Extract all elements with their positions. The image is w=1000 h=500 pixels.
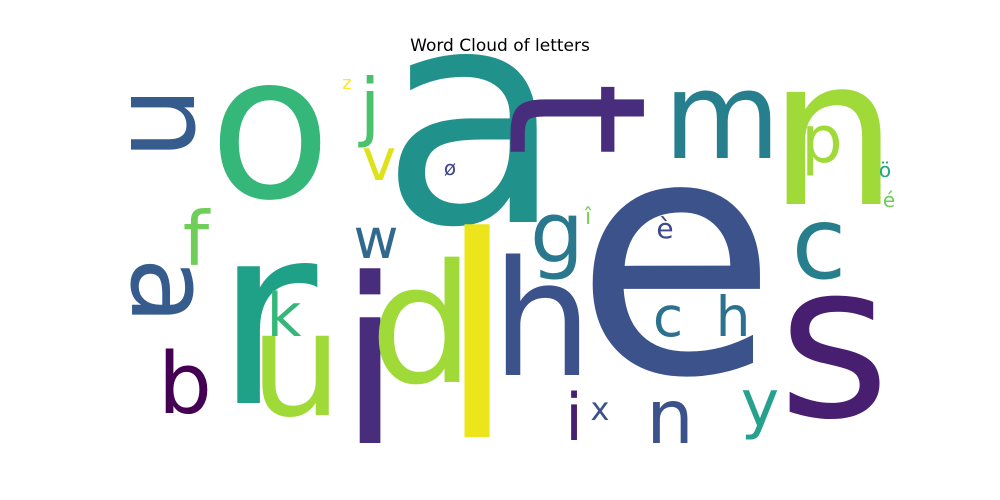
- word-35: é: [883, 188, 895, 212]
- word-7: s: [778, 216, 890, 467]
- chart-title: Word Cloud of letters: [410, 36, 590, 56]
- word-18: g: [530, 184, 584, 283]
- word-24: k: [267, 281, 302, 351]
- word-31: è: [656, 212, 673, 245]
- word-20: p: [801, 103, 842, 178]
- word-10: d: [370, 229, 475, 421]
- word-11: h: [491, 226, 592, 413]
- word-29: i: [565, 381, 583, 456]
- word-4: r: [215, 171, 318, 462]
- word-17: b: [158, 335, 212, 434]
- word-1: a: [380, 0, 564, 293]
- word-16: c: [792, 185, 847, 302]
- word-8: n: [768, 15, 898, 253]
- word-23: w: [354, 207, 399, 271]
- word-6: i: [338, 231, 402, 498]
- word-5: o: [209, 12, 331, 245]
- word-32: ø: [444, 156, 456, 180]
- word-12: u: [250, 281, 342, 450]
- word-28: y: [741, 367, 779, 442]
- word-9: t: [466, 82, 687, 157]
- word-33: î: [584, 205, 592, 230]
- word-22: v: [362, 126, 396, 194]
- word-13: m: [664, 48, 781, 187]
- word-27: n: [646, 373, 694, 461]
- word-25: c: [653, 285, 683, 349]
- word-26: h: [716, 285, 751, 349]
- word-3: l: [438, 178, 516, 500]
- word-19: f: [183, 195, 211, 283]
- word-2: e: [574, 66, 777, 450]
- word-14: n: [103, 87, 237, 160]
- word-21: j: [358, 62, 381, 150]
- word-34: ö: [879, 158, 891, 182]
- word-36: z: [342, 73, 351, 94]
- word-15: a: [106, 257, 234, 324]
- word-30: x: [591, 390, 610, 428]
